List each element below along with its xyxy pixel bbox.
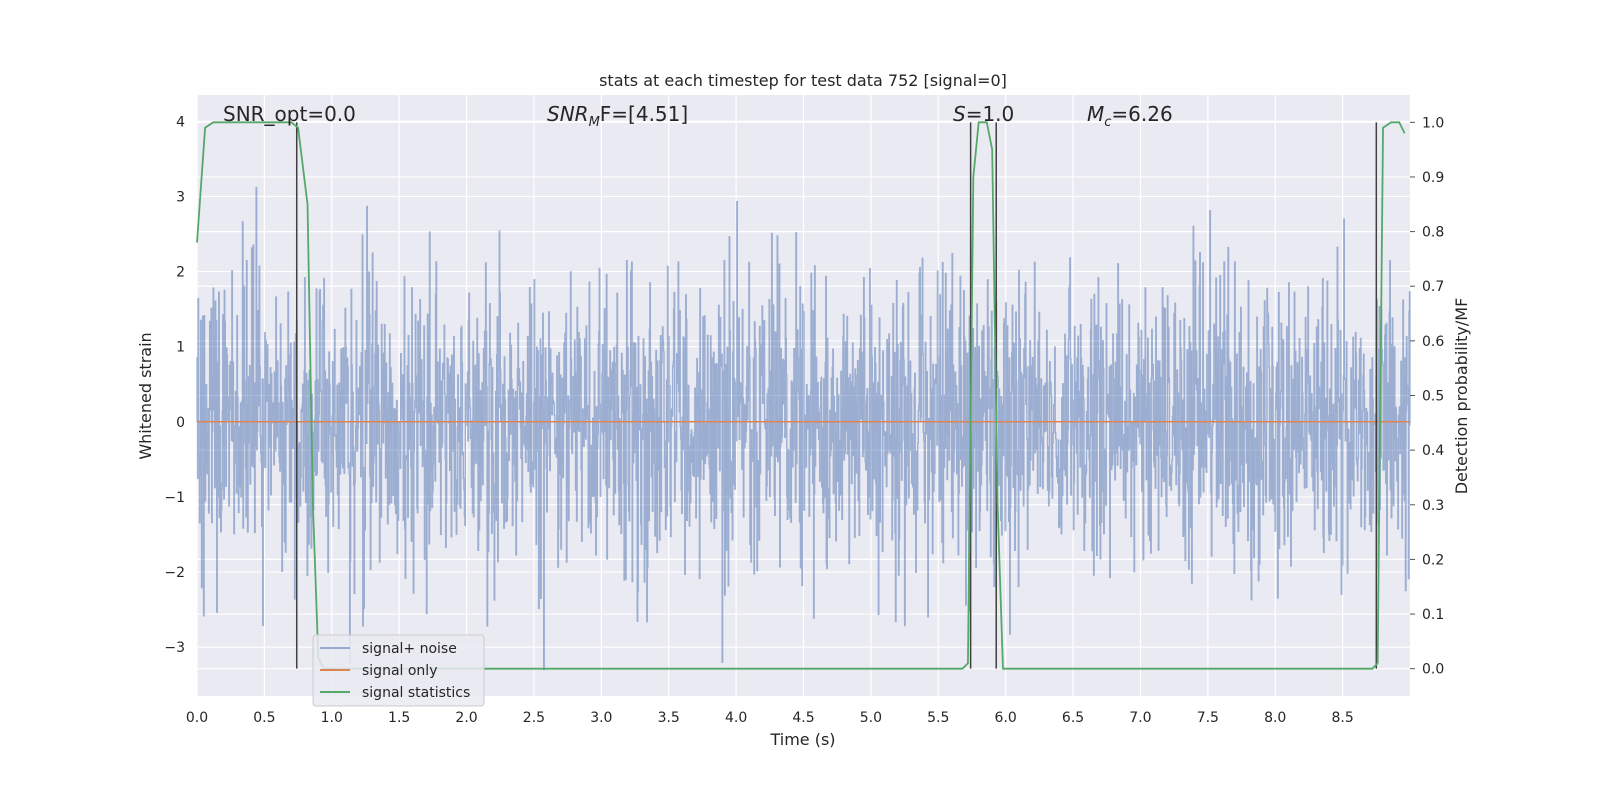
x-tick-label: 6.5 [1062, 710, 1084, 726]
y-right-tick-label: 0.0 [1422, 662, 1444, 678]
x-tick-label: 4.0 [725, 710, 747, 726]
chart-title: stats at each timestep for test data 752… [599, 71, 1007, 90]
y-right-tick-label: 0.8 [1422, 225, 1444, 241]
noise-trace [196, 186, 1411, 671]
y-left-tick-label: 1 [176, 340, 185, 356]
x-tick-label: 7.0 [1129, 710, 1151, 726]
x-tick-label: 3.0 [590, 710, 612, 726]
legend-label-signal-only: signal only [362, 663, 437, 679]
y-right-tick-label: 0.2 [1422, 552, 1444, 568]
y-left-tick-label: 3 [176, 189, 185, 205]
x-tick-label: 5.0 [860, 710, 882, 726]
x-axis-ticks: 0.0 0.5 1.0 1.5 2.0 2.5 3.0 3.5 4.0 4.5 5.0 5.5 6.0 6… [186, 710, 1354, 726]
y-left-axis-label: Whitened strain [136, 332, 155, 459]
legend-label-noise: signal+ noise [362, 641, 457, 657]
x-tick-label: 2.5 [523, 710, 545, 726]
y-right-axis-ticks: 0.0 0.1 0.2 0.3 0.4 0.5 0.6 0.7 0.8 0.9 1.0 [1410, 115, 1444, 678]
y-left-tick-label: 0 [176, 415, 185, 431]
x-tick-label: 0.0 [186, 710, 208, 726]
annotation-mc: Mc=6.26 [1087, 102, 1173, 130]
annotation-snr-opt: SNR_opt=0.0 [223, 102, 356, 126]
x-tick-label: 0.5 [253, 710, 275, 726]
x-tick-label: 8.0 [1264, 710, 1286, 726]
y-right-axis-label: Detection probability/MF [1452, 298, 1471, 495]
signal-plus-noise-series [196, 186, 1411, 671]
x-tick-label: 3.5 [658, 710, 680, 726]
x-tick-label: 4.5 [792, 710, 814, 726]
y-left-tick-label: −1 [164, 490, 185, 506]
y-left-tick-label: 4 [176, 114, 185, 130]
x-tick-label: 1.5 [388, 710, 410, 726]
y-left-axis-ticks: −3 −2 −1 0 1 2 3 4 [164, 114, 185, 656]
signal-statistics-series [196, 121, 1406, 670]
x-tick-label: 8.5 [1331, 710, 1353, 726]
y-right-tick-label: 0.4 [1422, 443, 1444, 459]
y-right-tick-label: 0.3 [1422, 498, 1444, 514]
x-tick-label: 2.0 [455, 710, 477, 726]
legend-label-statistics: signal statistics [362, 685, 470, 701]
y-right-tick-label: 0.7 [1422, 279, 1444, 295]
y-right-tick-label: 0.6 [1422, 334, 1444, 350]
x-axis-label: Time (s) [769, 730, 835, 749]
x-tick-label: 7.5 [1197, 710, 1219, 726]
y-left-tick-label: −2 [164, 565, 185, 581]
y-left-tick-label: −3 [164, 640, 185, 656]
y-right-tick-label: 0.5 [1422, 389, 1444, 405]
x-tick-label: 6.0 [995, 710, 1017, 726]
annotation-s: S=1.0 [953, 102, 1014, 126]
legend-box [312, 634, 485, 707]
y-right-tick-label: 0.1 [1422, 607, 1444, 623]
y-right-tick-label: 1.0 [1422, 115, 1444, 131]
y-right-tick-label: 0.9 [1422, 170, 1444, 186]
legend: signal+ noise signal only signal statist… [312, 634, 485, 707]
annotation-snr-mf: SNRMF=[4.51] [547, 102, 688, 130]
x-tick-label: 1.0 [321, 710, 343, 726]
y-left-tick-label: 2 [176, 265, 185, 281]
x-tick-label: 5.5 [927, 710, 949, 726]
